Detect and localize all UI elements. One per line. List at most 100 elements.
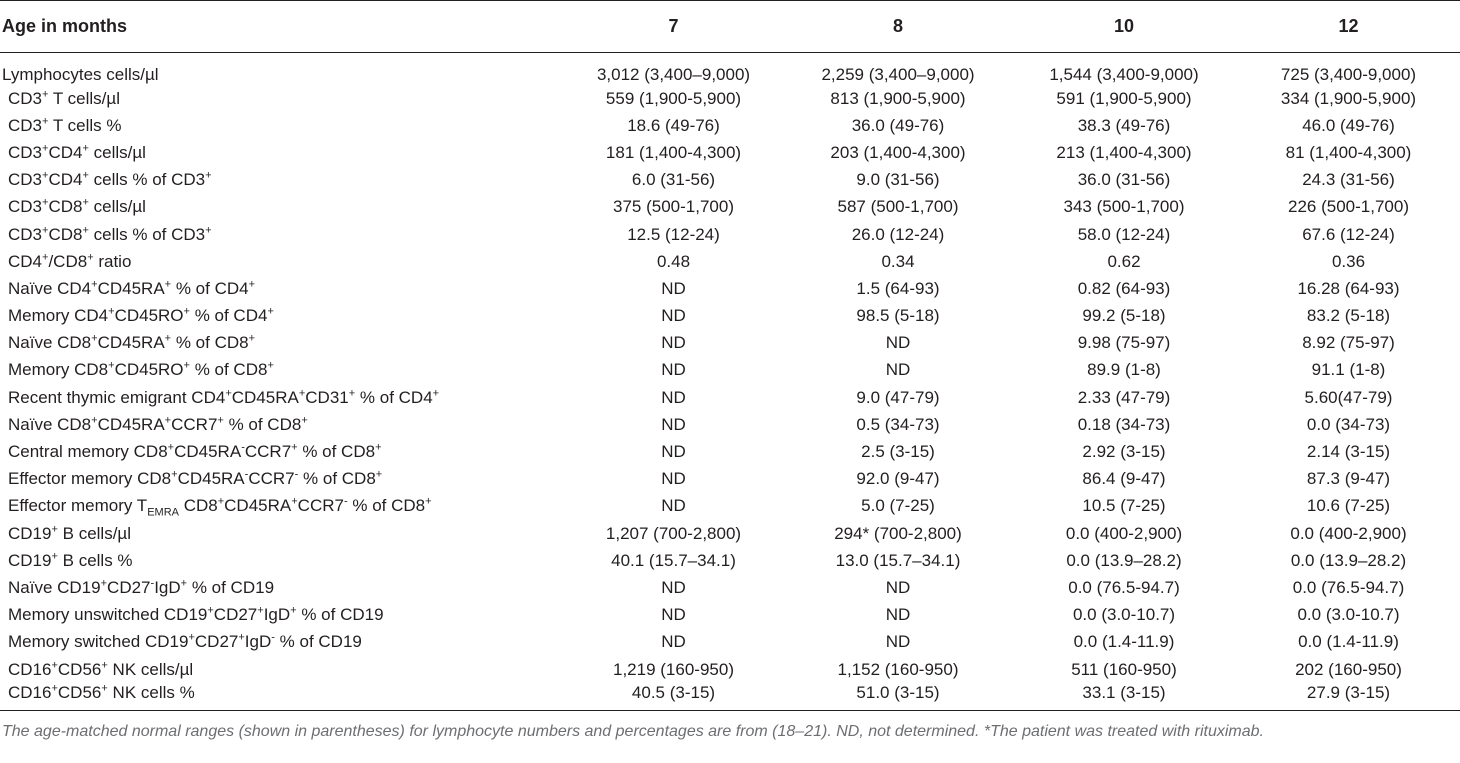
row-value-col-4: 0.0 (76.5-94.7) (1292, 577, 1405, 597)
table-row: Naïve CD8+CD45RA+CCR7+ % of CD8+ ND 0.5 (3… (0, 411, 1460, 438)
table-row: CD16+CD56+ NK cells % 40.5 (3-15) 51.0 (3-… (0, 683, 1460, 711)
row-value-col-2: 13.0 (15.7–34.1) (835, 550, 961, 570)
row-value-col-3: 0.0 (1.4-11.9) (1073, 632, 1175, 652)
table-row: CD3+ T cells % 18.6 (49-76) 36.0 (49-76) 38… (0, 112, 1460, 139)
row-value-col-3: 511 (160-950) (1071, 659, 1177, 679)
row-value-col-4: 8.92 (75-97) (1302, 333, 1395, 353)
table-row: Naïve CD4+CD45RA+ % of CD4+ ND 1.5 (64-93)… (0, 275, 1460, 302)
row-value-col-3: 2.92 (3-15) (1082, 442, 1166, 462)
row-value-col-3: 0.0 (400-2,900) (1065, 523, 1183, 543)
row-value-col-3: 0.0 (76.5-94.7) (1068, 577, 1180, 597)
table-body: Lymphocytes cells/µl 3,012 (3,400–9,000) 2… (0, 53, 1460, 711)
row-label: CD4+/CD8+ ratio (8, 251, 132, 271)
row-value-col-1: 40.1 (15.7–34.1) (611, 550, 736, 570)
row-label: CD16+CD56+ NK cells % (0, 683, 562, 711)
row-value-col-1: ND (661, 414, 686, 434)
row-value-col-1: 12.5 (12-24) (627, 224, 720, 244)
row-label: Memory switched CD19+CD27+IgD- % of CD19 (8, 631, 362, 652)
row-value-col-3: 0.82 (64-93) (1077, 278, 1171, 298)
row-value-col-1: 0.48 (656, 251, 691, 271)
row-value-col-4: 91.1 (1-8) (1311, 360, 1386, 380)
row-value-col-2: 92.0 (9-47) (856, 469, 940, 489)
row-value-col-3: 10.5 (7-25) (1082, 496, 1166, 516)
row-value-col-3: 99.2 (5-18) (1082, 306, 1166, 326)
row-label: CD3+CD4+ cells % of CD3+ (8, 169, 212, 190)
table-footnote: The age-matched normal ranges (shown in … (2, 722, 1264, 740)
table-row: Naïve CD19+CD27-IgD+ % of CD19 ND ND 0.0 (7… (0, 574, 1460, 601)
table-row: Lymphocytes cells/µl 3,012 (3,400–9,000) 2… (0, 53, 1460, 86)
header-age-12: 12 (1237, 0, 1460, 53)
row-value-col-1: 3,012 (3,400–9,000) (596, 65, 751, 84)
row-value-col-4: 46.0 (49-76) (1302, 115, 1395, 135)
row-value-col-3: 591 (1,900-5,900) (1056, 88, 1192, 108)
row-value-col-1: 559 (1,900-5,900) (605, 88, 742, 108)
row-value-col-1: ND (661, 387, 686, 407)
row-value-col-2: 51.0 (3-15) (785, 683, 1011, 711)
row-value-col-4: 24.3 (31-56) (1302, 170, 1395, 190)
table-header: Age in months 7 8 10 12 (0, 0, 1460, 53)
header-age-label: Age in months (0, 0, 562, 53)
row-value-col-2: ND (885, 632, 911, 652)
row-value-col-2: 0.5 (34-73) (856, 414, 940, 434)
row-label: Naïve CD19+CD27-IgD+ % of CD19 (8, 577, 275, 597)
row-label: CD16+CD56+ NK cells/µl (8, 658, 194, 679)
row-label: Memory unswitched CD19+CD27+IgD+ % of CD… (8, 604, 384, 625)
row-value-col-1: ND (661, 577, 686, 597)
table-row: Recent thymic emigrant CD4+CD45RA+CD31+ … (0, 384, 1460, 411)
row-label: CD3+ T cells % (8, 115, 122, 135)
row-value-col-3: 213 (1,400-4,300) (1056, 142, 1192, 162)
table-row: Memory CD8+CD45RO+ % of CD8+ ND ND 89.9 (1-… (0, 357, 1460, 384)
row-value-col-3: 2.33 (47-79) (1077, 387, 1171, 407)
table-row: CD3+CD8+ cells/µl 375 (500-1,700) 587 (500… (0, 194, 1460, 221)
row-value-col-2: 203 (1,400-4,300) (830, 142, 966, 162)
row-label: Recent thymic emigrant CD4+CD45RA+CD31+ … (8, 387, 440, 407)
row-value-col-1: ND (661, 333, 686, 353)
header-row: Age in months 7 8 10 12 (0, 0, 1460, 53)
row-value-col-1: ND (661, 278, 686, 298)
row-label: CD19+ B cells % (8, 550, 133, 570)
row-label: Central memory CD8+CD45RA-CCR7+ % of CD8… (8, 441, 382, 462)
row-value-col-2: 26.0 (12-24) (851, 224, 945, 244)
row-label: CD3+CD8+ cells/µl (8, 196, 146, 217)
row-value-col-3: 33.1 (3-15) (1011, 683, 1237, 711)
table-row: Effector memory CD8+CD45RA-CCR7- % of CD… (0, 466, 1460, 493)
row-label: Effector memory CD8+CD45RA-CCR7- % of CD… (8, 468, 383, 489)
table-row: Memory CD4+CD45RO+ % of CD4+ ND 98.5 (5-18… (0, 303, 1460, 330)
results-table-container: Age in months 7 8 10 12 Lymphocytes cell… (0, 0, 1460, 740)
row-value-col-4: 2.14 (3-15) (1306, 442, 1391, 462)
row-value-col-1: 6.0 (31-56) (631, 170, 716, 190)
row-value-col-2: 294* (700-2,800) (834, 523, 962, 543)
row-label: CD3+ T cells/µl (8, 87, 120, 108)
row-value-col-3: 36.0 (31-56) (1077, 170, 1171, 190)
row-value-col-3: 86.4 (9-47) (1082, 469, 1166, 489)
table-row: CD3+ T cells/µl 559 (1,900-5,900) 813 (1,9… (0, 85, 1460, 112)
row-value-col-2: ND (885, 360, 911, 380)
row-value-col-2: 1,152 (160-950) (837, 659, 959, 679)
row-value-col-3: 0.18 (34-73) (1077, 414, 1171, 434)
lymphocyte-subsets-table: Age in months 7 8 10 12 Lymphocytes cell… (0, 0, 1460, 711)
row-value-col-3: 343 (500-1,700) (1063, 197, 1185, 217)
row-label: CD3+CD4+ cells/µl (8, 142, 146, 162)
table-row: Memory unswitched CD19+CD27+IgD+ % of CD… (0, 602, 1460, 629)
row-value-col-4: 0.0 (13.9–28.2) (1290, 550, 1407, 570)
table-row: Central memory CD8+CD45RA-CCR7+ % of CD8… (0, 438, 1460, 465)
table-row: CD4+/CD8+ ratio 0.48 0.34 0.62 0.36 (0, 248, 1460, 275)
row-value-col-1: 1,207 (700-2,800) (605, 523, 742, 543)
row-value-col-2: 9.0 (31-56) (856, 170, 940, 190)
row-label: Naïve CD4+CD45RA+ % of CD4+ (8, 278, 256, 298)
row-value-col-4: 334 (1,900-5,900) (1280, 88, 1417, 108)
row-label: Naïve CD8+CD45RA+ % of CD8+ (8, 332, 256, 353)
row-label: Naïve CD8+CD45RA+CCR7+ % of CD8+ (8, 414, 308, 434)
row-value-col-2: 1.5 (64-93) (856, 278, 940, 298)
row-label: Effector memory TEMRA CD8+CD45RA+CCR7- %… (8, 495, 432, 519)
row-value-col-1: ND (661, 605, 686, 625)
row-value-col-1: ND (661, 442, 686, 462)
row-value-col-2: 587 (500-1,700) (837, 197, 959, 217)
row-value-col-4: 226 (500-1,700) (1288, 197, 1409, 217)
row-value-col-4: 87.3 (9-47) (1306, 469, 1391, 489)
row-value-col-4: 67.6 (12-24) (1302, 224, 1395, 244)
header-age-7: 7 (562, 0, 785, 53)
table-row: CD19+ B cells % 40.1 (15.7–34.1) 13.0 (15.… (0, 547, 1460, 574)
row-value-col-1: ND (661, 496, 686, 516)
table-row: CD16+CD56+ NK cells/µl 1,219 (160-950) 1,1… (0, 656, 1460, 683)
